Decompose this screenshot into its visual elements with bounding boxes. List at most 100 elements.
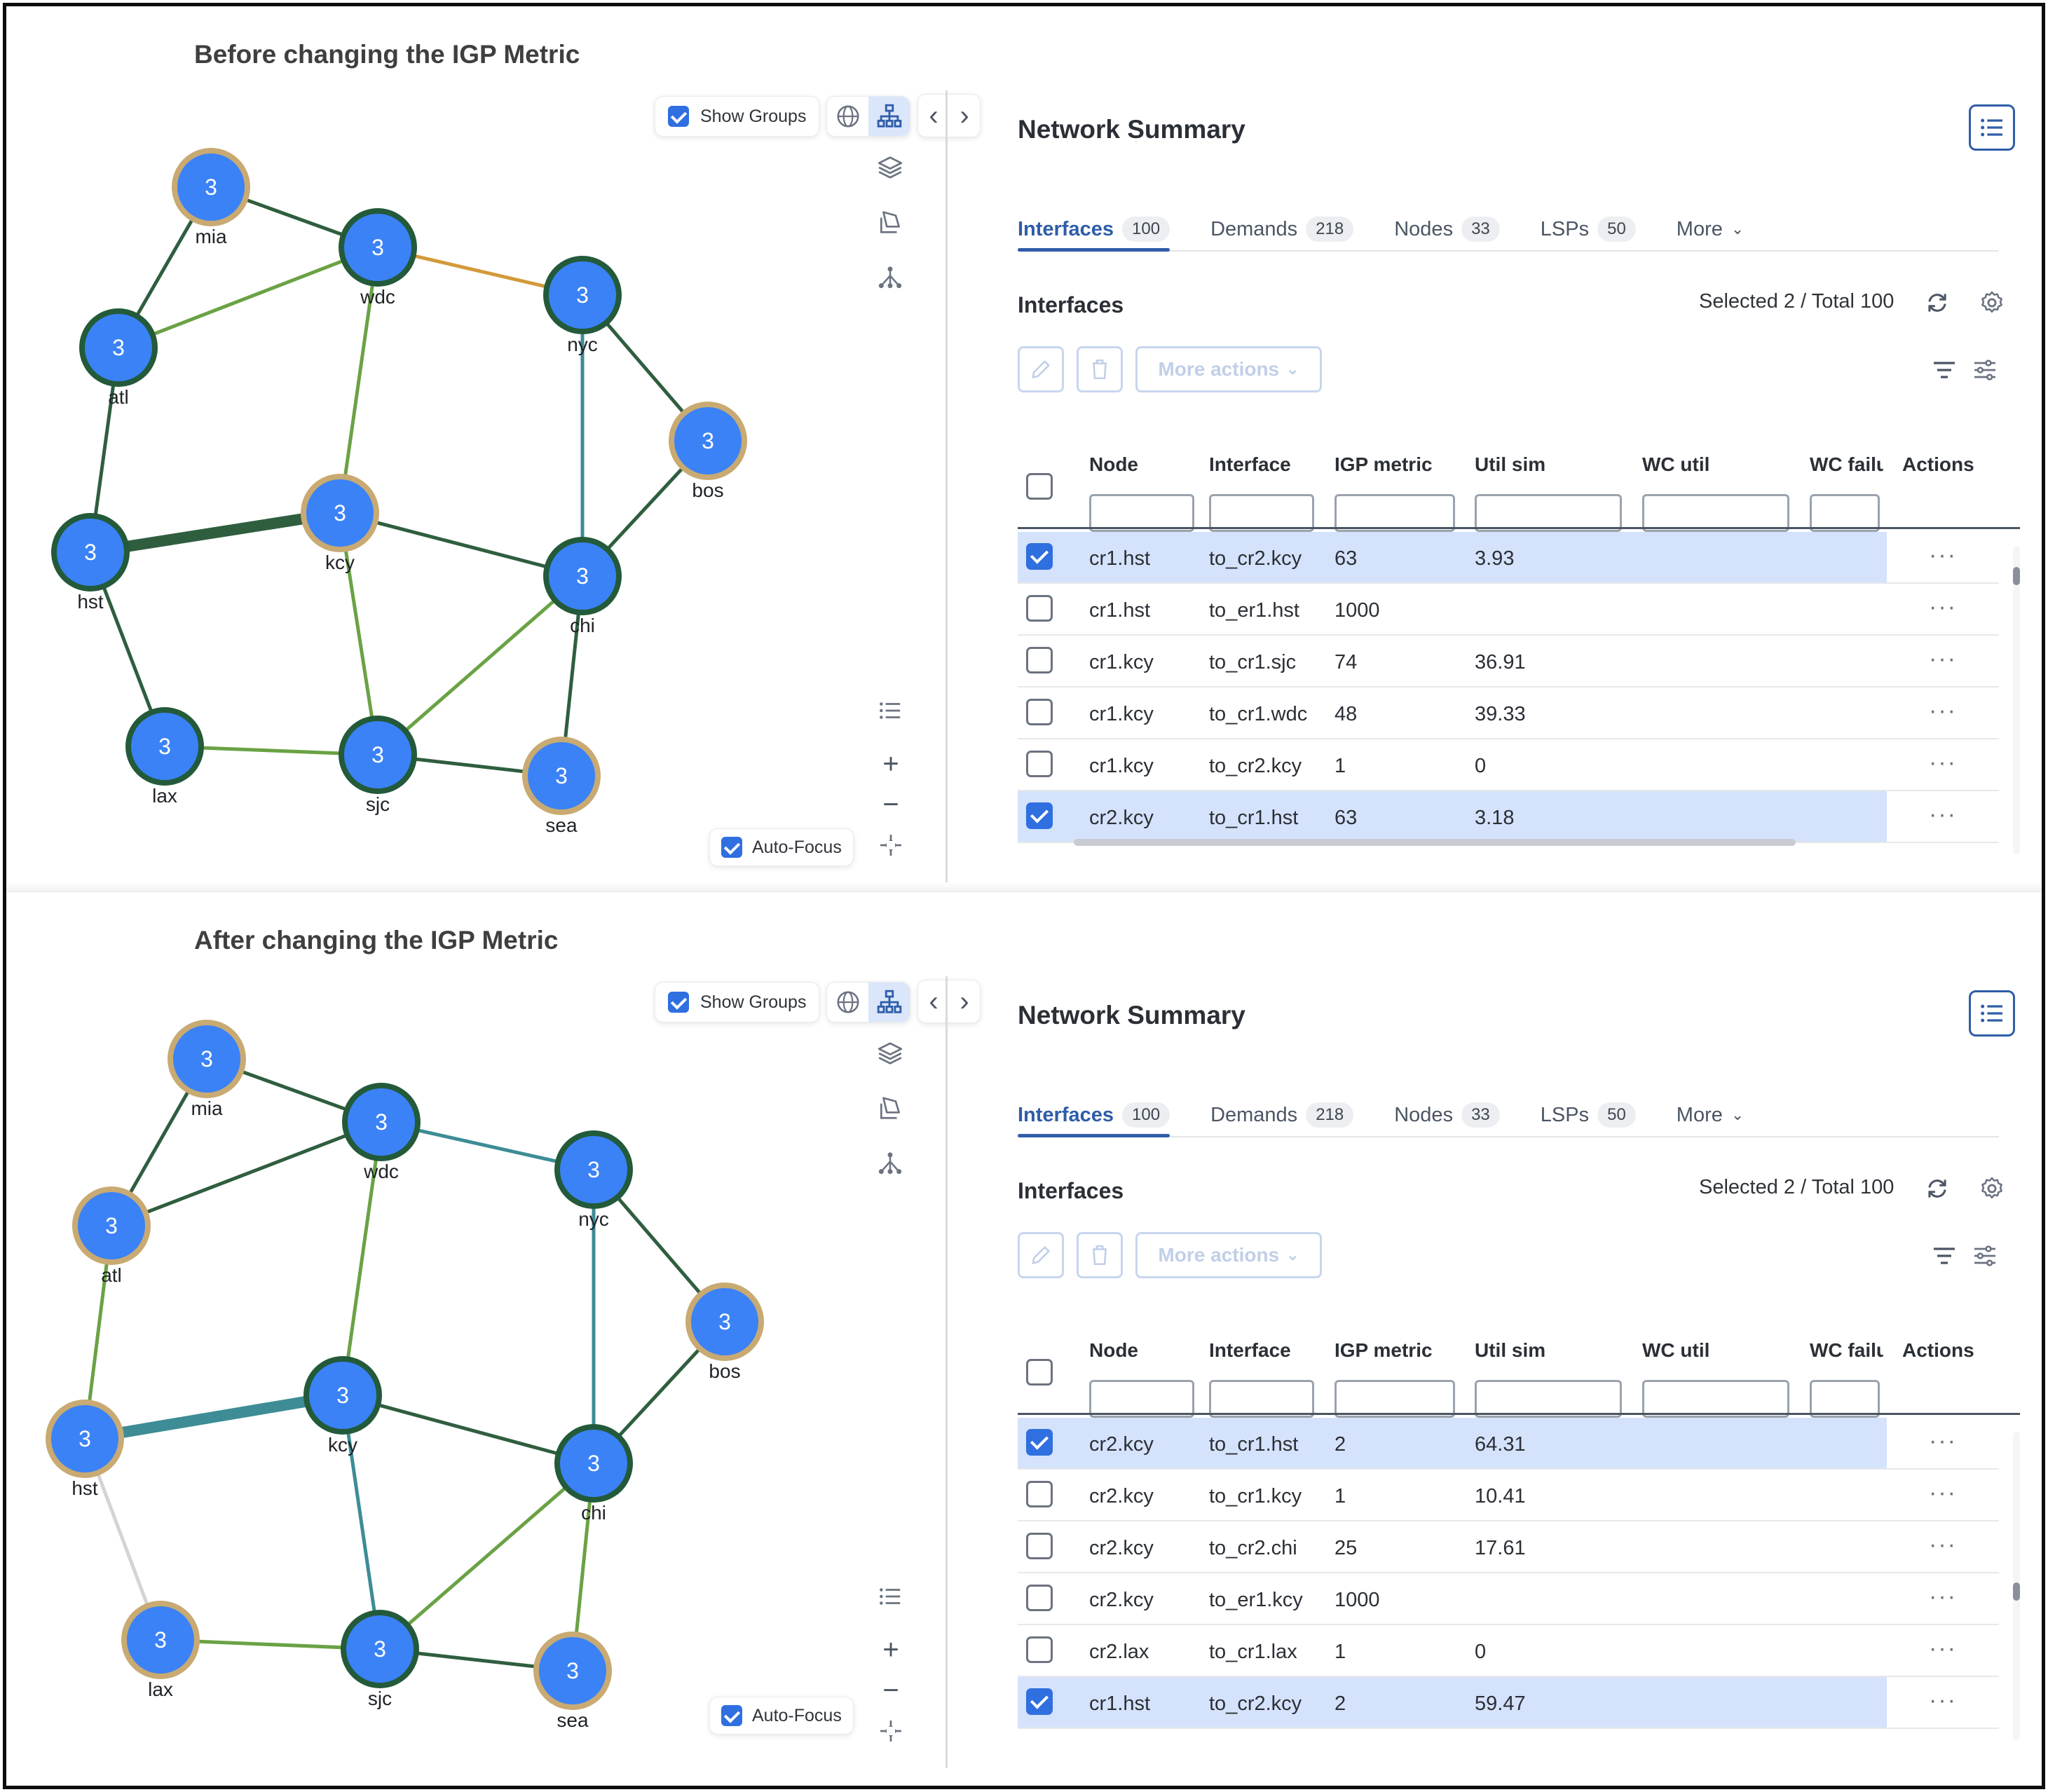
node-sjc[interactable]: 3 sjc [341,1610,419,1709]
tab-nodes[interactable]: Nodes 33 [1394,210,1500,249]
table-row[interactable]: cr2.kcy to_cr1.hst 63 3.18 ··· [1018,791,1999,843]
topology-button[interactable] [871,1143,910,1182]
column-filter-input[interactable] [1209,1380,1314,1418]
scrollbar-thumb[interactable] [2013,567,2020,585]
node-hst[interactable]: 3 hst [46,1400,124,1499]
settings-button[interactable] [1974,285,2009,320]
column-header[interactable]: Node [1089,453,1138,475]
row-checkbox[interactable] [1026,1429,1053,1456]
link-atl-wdc[interactable] [116,245,380,350]
row-actions-button[interactable]: ··· [1929,1428,1957,1454]
row-actions-button[interactable]: ··· [1929,801,1957,828]
node-chi[interactable]: 3 chi [543,537,622,636]
row-actions-button[interactable]: ··· [1929,1635,1957,1662]
refresh-button[interactable] [1920,285,1955,320]
node-chi[interactable]: 3 chi [554,1424,633,1524]
row-checkbox[interactable] [1026,802,1053,829]
node-mia[interactable]: 3 mia [168,1020,246,1119]
zoom-out-button[interactable]: − [882,1674,899,1706]
scrollbar-thumb[interactable] [2013,1582,2020,1601]
table-row[interactable]: cr1.kcy to_cr2.kcy 1 0 ··· [1018,739,1999,791]
tab-nodes[interactable]: Nodes 33 [1394,1095,1500,1135]
table-row[interactable]: cr1.kcy to_cr1.sjc 74 36.91 ··· [1018,636,1999,688]
vertical-scrollbar[interactable] [2013,546,2020,854]
layers-button[interactable] [871,1034,910,1073]
column-filter-input[interactable] [1475,494,1622,532]
node-lax[interactable]: 3 lax [121,1601,200,1700]
link-kcy-chi[interactable] [338,511,585,578]
column-filter-input[interactable] [1089,1380,1194,1418]
more-actions-dropdown[interactable]: More actions ⌄ [1135,346,1322,392]
row-checkbox[interactable] [1026,1481,1053,1507]
link-wdc-kcy[interactable] [338,245,380,515]
row-checkbox[interactable] [1026,1533,1053,1559]
table-row[interactable]: cr1.hst to_cr2.kcy 63 3.93 ··· [1018,532,1999,584]
panel-divider[interactable] [946,976,948,1768]
show-groups-toggle[interactable]: Show Groups [655,96,820,137]
zoom-in-button[interactable]: + [882,748,899,779]
link-kcy-sjc[interactable] [338,511,380,757]
layers-button[interactable] [871,148,910,187]
map-button[interactable] [871,203,910,242]
node-sea[interactable]: 3 sea [533,1632,612,1731]
topology-view-button[interactable] [868,97,910,136]
tab-lsps[interactable]: LSPs 50 [1541,1095,1636,1135]
column-header[interactable]: Interface [1209,453,1291,475]
auto-focus-toggle[interactable]: Auto-Focus [709,828,854,866]
show-groups-checkbox[interactable] [668,106,689,127]
fit-to-view-button[interactable] [871,825,911,866]
row-checkbox[interactable] [1026,1585,1053,1611]
filter-button[interactable] [1927,1238,1962,1273]
tab-lsps[interactable]: LSPs 50 [1541,210,1636,249]
vertical-scrollbar[interactable] [2013,1432,2020,1740]
topology-button[interactable] [871,257,910,296]
link-hst-kcy[interactable] [79,1390,348,1444]
column-header[interactable]: WC failu [1810,453,1883,475]
table-row[interactable]: cr2.kcy to_cr1.hst 2 64.31 ··· [1018,1418,1999,1470]
node-sjc[interactable]: 3 sjc [339,716,417,815]
tab-interfaces[interactable]: Interfaces 100 [1018,1095,1170,1137]
tab-more[interactable]: More ⌄ [1677,210,1745,249]
topology-graph[interactable]: 3 mia 3 wdc 3 nyc 3 atl 3 bos 3 hst 3 kcy 3 chi 3 lax 3 sjc… [6,892,946,1777]
row-actions-button[interactable]: ··· [1929,542,1957,568]
node-wdc[interactable]: 3 wdc [342,1083,421,1182]
row-checkbox[interactable] [1026,543,1053,570]
node-mia[interactable]: 3 mia [172,148,250,247]
link-wdc-kcy[interactable] [341,1120,383,1397]
row-actions-button[interactable]: ··· [1929,1531,1957,1558]
panel-collapse-toggle[interactable]: ‹ › [917,980,981,1023]
topology-canvas[interactable]: 3 mia 3 wdc 3 nyc 3 atl 3 bos 3 hst 3 kcy 3 chi 3 lax 3 sjc… [6,6,946,891]
show-groups-toggle[interactable]: Show Groups [655,982,820,1022]
column-header[interactable]: Actions [1902,453,1974,475]
row-actions-button[interactable]: ··· [1929,645,1957,672]
legend-button[interactable] [871,691,910,730]
table-row[interactable]: cr1.kcy to_cr1.wdc 48 39.33 ··· [1018,688,1999,739]
edit-button[interactable] [1018,1232,1064,1278]
select-all-checkbox[interactable] [1026,1359,1053,1386]
row-actions-button[interactable]: ··· [1929,1583,1957,1610]
zoom-in-button[interactable]: + [882,1634,899,1665]
column-header[interactable]: Node [1089,1339,1138,1361]
link-kcy-chi[interactable] [341,1393,596,1465]
topology-canvas[interactable]: 3 mia 3 wdc 3 nyc 3 atl 3 bos 3 hst 3 kcy 3 chi 3 lax 3 sjc… [6,892,946,1777]
row-actions-button[interactable]: ··· [1929,1479,1957,1506]
delete-button[interactable] [1077,346,1123,392]
chevron-right-icon[interactable]: › [960,100,969,131]
node-lax[interactable]: 3 lax [125,707,204,807]
tab-more[interactable]: More ⌄ [1677,1095,1745,1135]
link-chi-sjc[interactable] [376,574,585,757]
row-checkbox[interactable] [1026,595,1053,622]
filter-button[interactable] [1927,353,1962,388]
tab-demands[interactable]: Demands 218 [1210,210,1354,249]
topology-graph[interactable]: 3 mia 3 wdc 3 nyc 3 atl 3 bos 3 hst 3 kcy 3 chi 3 lax 3 sjc… [6,6,946,891]
column-filter-input[interactable] [1475,1380,1622,1418]
column-header[interactable]: WC failu [1810,1339,1883,1361]
delete-button[interactable] [1077,1232,1123,1278]
auto-focus-checkbox[interactable] [721,837,742,858]
view-mode-toggle[interactable] [826,96,910,137]
column-filter-input[interactable] [1642,1380,1789,1418]
map-view-button[interactable] [827,97,868,136]
table-row[interactable]: cr2.kcy to_er1.kcy 1000 ··· [1018,1573,1999,1625]
node-atl[interactable]: 3 atl [72,1186,151,1286]
column-header[interactable]: Interface [1209,1339,1291,1361]
